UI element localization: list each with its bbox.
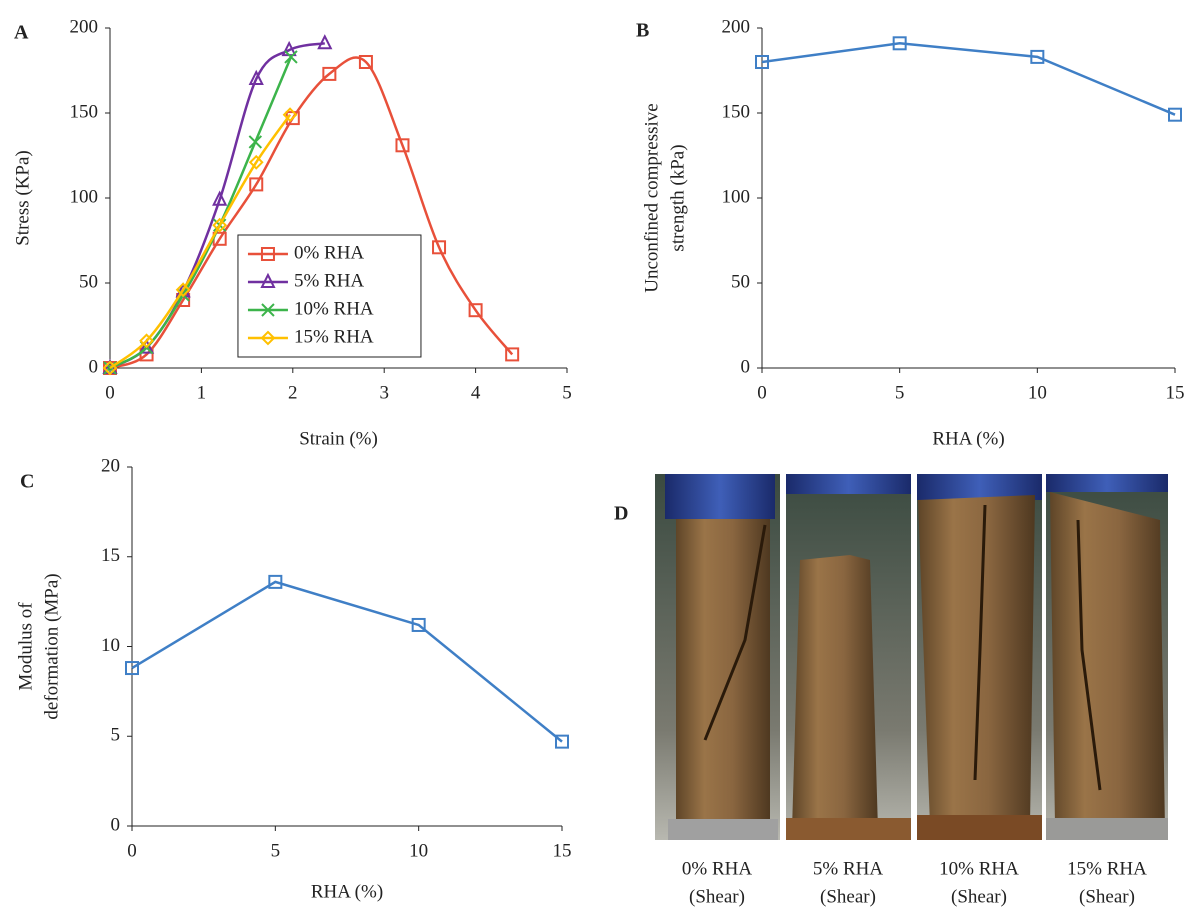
photo-caption: 10% RHA bbox=[939, 858, 1019, 879]
x-tick-label: 5 bbox=[271, 840, 281, 861]
x-tick-label: 10 bbox=[1028, 382, 1047, 403]
x-tick-label: 15 bbox=[553, 840, 572, 861]
y-tick-label: 150 bbox=[70, 101, 99, 122]
marker bbox=[260, 247, 275, 261]
marker bbox=[284, 50, 298, 64]
marker bbox=[139, 333, 154, 349]
photo-caption: (Shear) bbox=[689, 886, 745, 907]
series-line bbox=[109, 113, 292, 370]
marker bbox=[249, 177, 264, 192]
y-tick-label: 0 bbox=[741, 356, 751, 377]
photo bbox=[1046, 474, 1168, 840]
marker bbox=[505, 347, 520, 362]
panel-label: B bbox=[636, 20, 649, 42]
x-tick-label: 0 bbox=[105, 382, 115, 403]
y-tick-label: 200 bbox=[722, 16, 751, 37]
y-tick-label: 100 bbox=[722, 186, 751, 207]
marker bbox=[268, 574, 283, 589]
y-axis-label: deformation (MPa) bbox=[41, 573, 62, 719]
marker bbox=[125, 661, 139, 676]
y-tick-label: 50 bbox=[79, 271, 98, 292]
marker bbox=[282, 107, 298, 123]
marker bbox=[248, 69, 264, 85]
marker bbox=[555, 734, 569, 749]
photo-caption: (Shear) bbox=[1079, 886, 1135, 907]
x-tick-label: 5 bbox=[562, 382, 572, 403]
photo-caption: (Shear) bbox=[820, 886, 876, 907]
marker bbox=[358, 55, 373, 69]
series-line bbox=[761, 42, 1176, 116]
y-tick-label: 50 bbox=[731, 271, 750, 292]
marker bbox=[411, 617, 426, 632]
x-tick-label: 4 bbox=[471, 382, 481, 403]
x-tick-label: 15 bbox=[1166, 382, 1185, 403]
legend-label: 10% RHA bbox=[294, 298, 374, 319]
marker bbox=[175, 282, 191, 298]
legend-box bbox=[237, 234, 422, 358]
y-tick-label: 0 bbox=[89, 356, 99, 377]
photo-caption: 0% RHA bbox=[682, 858, 752, 879]
series-line bbox=[109, 56, 514, 370]
legend-label: 5% RHA bbox=[294, 270, 364, 291]
x-tick-label: 1 bbox=[197, 382, 207, 403]
y-axis-label: Modulus of bbox=[15, 602, 36, 691]
x-tick-label: 10 bbox=[409, 840, 428, 861]
marker bbox=[260, 272, 276, 288]
marker bbox=[468, 303, 483, 318]
x-tick-label: 0 bbox=[757, 382, 767, 403]
x-tick-label: 0 bbox=[127, 840, 137, 861]
marker bbox=[261, 303, 275, 317]
marker bbox=[755, 55, 769, 69]
photo-panel: D bbox=[614, 474, 1168, 840]
panel-label: D bbox=[614, 503, 628, 525]
photo-caption: (Shear) bbox=[951, 886, 1007, 907]
photo-caption: 5% RHA bbox=[813, 858, 883, 879]
y-tick-label: 10 bbox=[101, 635, 120, 656]
panel-label: C bbox=[20, 471, 34, 493]
x-tick-label: 2 bbox=[288, 382, 298, 403]
marker bbox=[395, 138, 410, 153]
y-axis-label: Stress (KPa) bbox=[12, 150, 33, 246]
marker bbox=[432, 240, 447, 255]
y-tick-label: 200 bbox=[70, 16, 99, 37]
marker bbox=[138, 338, 155, 354]
series-line bbox=[131, 580, 563, 743]
marker bbox=[212, 217, 228, 233]
marker bbox=[322, 66, 337, 81]
marker bbox=[212, 190, 228, 206]
y-tick-label: 15 bbox=[101, 545, 120, 566]
y-axis-label: strength (kPa) bbox=[667, 144, 688, 251]
y-tick-label: 0 bbox=[111, 814, 121, 835]
y-tick-label: 150 bbox=[722, 101, 751, 122]
x-axis-label: Strain (%) bbox=[299, 428, 378, 449]
marker bbox=[1168, 107, 1182, 122]
marker bbox=[892, 36, 907, 51]
x-axis-label: RHA (%) bbox=[311, 881, 383, 902]
y-tick-label: 100 bbox=[70, 186, 99, 207]
y-tick-label: 5 bbox=[111, 725, 121, 746]
y-tick-label: 20 bbox=[101, 455, 120, 476]
marker bbox=[248, 135, 263, 149]
photo-caption: 15% RHA bbox=[1067, 858, 1147, 879]
marker bbox=[260, 330, 276, 346]
y-axis-label: Unconfined compressive bbox=[641, 103, 662, 292]
marker bbox=[102, 360, 118, 376]
marker bbox=[317, 34, 333, 50]
photo bbox=[655, 474, 780, 840]
legend-label: 0% RHA bbox=[294, 242, 364, 263]
marker bbox=[248, 154, 264, 170]
photo bbox=[917, 474, 1042, 840]
x-axis-label: RHA (%) bbox=[932, 428, 1004, 449]
panel-label: A bbox=[14, 22, 29, 44]
legend-label: 15% RHA bbox=[294, 326, 374, 347]
photo bbox=[786, 474, 911, 840]
marker bbox=[1030, 49, 1045, 64]
x-tick-label: 5 bbox=[895, 382, 905, 403]
x-tick-label: 3 bbox=[379, 382, 389, 403]
